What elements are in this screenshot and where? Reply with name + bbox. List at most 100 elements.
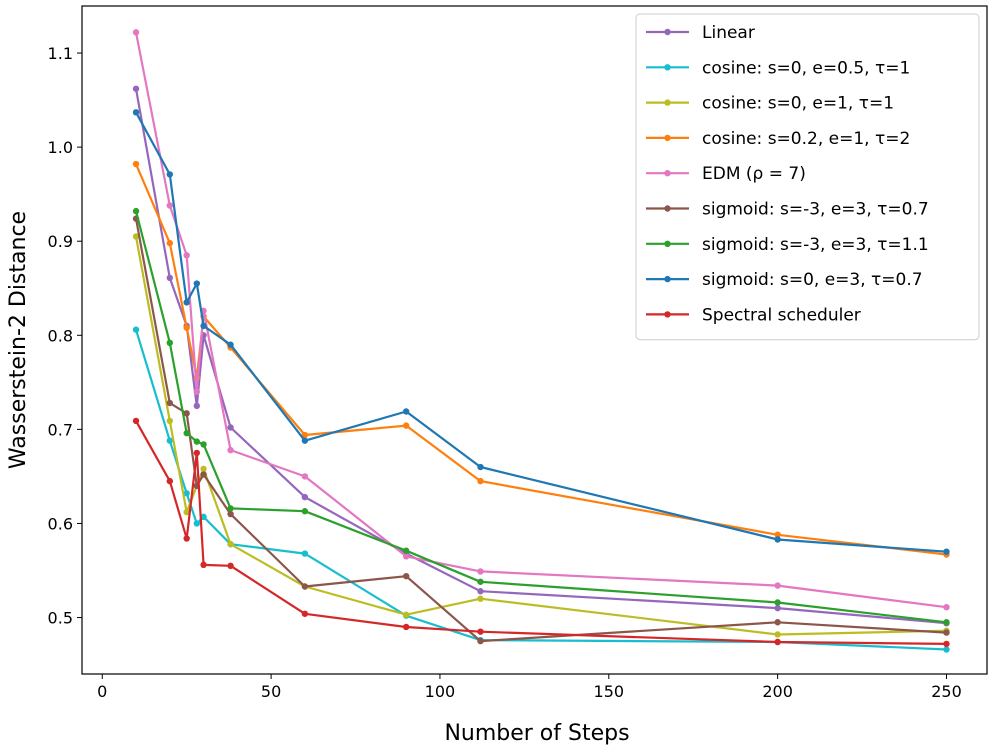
data-point: [183, 299, 190, 306]
data-point: [200, 441, 207, 448]
data-point: [774, 599, 781, 606]
data-point: [200, 561, 207, 569]
data-point: [132, 160, 140, 168]
data-point: [402, 572, 410, 580]
data-point: [477, 463, 484, 471]
data-point: [132, 109, 140, 116]
legend-item: cosine: s=0, e=0.5, τ=1: [646, 58, 910, 78]
data-point: [227, 540, 234, 548]
data-point: [477, 568, 484, 575]
legend-label: Linear: [702, 23, 755, 43]
y-tick-label: 1.0: [48, 138, 73, 157]
data-point: [943, 646, 950, 653]
data-point: [402, 422, 410, 429]
legend-swatch-marker: [664, 275, 671, 283]
axes-frame: [81, 5, 988, 675]
legend-label: cosine: s=0, e=1, τ=1: [702, 94, 894, 114]
data-point: [301, 437, 309, 444]
legend-label: EDM (ρ = 7): [702, 164, 806, 184]
data-point: [301, 550, 309, 557]
data-point: [166, 339, 173, 347]
legend-item: sigmoid: s=0, e=3, τ=0.7: [646, 270, 923, 290]
y-tick-label: 0.7: [48, 420, 73, 439]
data-point: [183, 324, 190, 331]
legend-swatch-marker: [664, 28, 671, 36]
data-point: [477, 595, 484, 602]
data-point: [183, 535, 190, 542]
data-point: [774, 638, 781, 646]
data-point: [774, 604, 781, 612]
data-point: [402, 408, 410, 415]
x-tick-label: 0: [97, 682, 107, 701]
data-point: [200, 465, 207, 473]
legend-label: cosine: s=0.2, e=1, τ=2: [702, 129, 910, 149]
data-point: [166, 202, 173, 209]
legend-label: sigmoid: s=0, e=3, τ=0.7: [702, 270, 923, 290]
data-point: [193, 388, 201, 395]
data-point: [193, 449, 201, 457]
data-point: [200, 513, 207, 521]
data-point: [183, 429, 190, 437]
data-point: [943, 548, 950, 555]
data-point: [227, 505, 234, 512]
data-point: [166, 417, 173, 425]
data-point: [402, 553, 410, 560]
legend-item: Linear: [646, 23, 755, 43]
data-point: [477, 477, 484, 485]
data-point: [774, 582, 781, 589]
data-point: [132, 85, 140, 92]
data-point: [301, 493, 309, 501]
data-point: [132, 326, 140, 333]
data-point: [477, 628, 484, 635]
x-tick-label: 150: [594, 682, 625, 701]
data-point: [183, 252, 190, 259]
data-point: [227, 510, 234, 518]
data-point: [774, 631, 781, 638]
data-point: [301, 610, 309, 617]
data-point: [193, 520, 201, 527]
legend-swatch-marker: [664, 170, 671, 177]
data-point: [774, 531, 781, 538]
legend-item: Spectral scheduler: [646, 305, 861, 325]
series-4: [132, 29, 950, 611]
data-point: [132, 29, 140, 36]
data-point: [166, 171, 173, 178]
data-point: [477, 637, 484, 645]
data-point: [200, 471, 207, 478]
series-8: [132, 417, 950, 648]
data-point: [402, 611, 410, 618]
y-axis: 0.5 0.6 0.7 0.8 0.9 1.0 1.1: [48, 44, 82, 628]
data-point: [943, 604, 950, 611]
data-point: [227, 562, 234, 570]
y-tick-label: 0.8: [48, 326, 73, 345]
legend-item: cosine: s=0.2, e=1, τ=2: [646, 129, 910, 149]
legend-swatch-marker: [664, 205, 671, 212]
data-point: [166, 239, 173, 247]
data-point: [774, 536, 781, 543]
data-point: [183, 508, 190, 516]
x-tick-label: 250: [931, 682, 962, 701]
data-point: [166, 437, 173, 444]
data-point: [193, 402, 201, 410]
data-point: [227, 446, 234, 454]
data-point: [943, 619, 950, 626]
y-axis-label: Wasserstein-2 Distance: [6, 211, 31, 469]
y-tick-label: 0.6: [48, 514, 73, 533]
legend-item: cosine: s=0, e=1, τ=1: [646, 94, 894, 114]
x-tick-label: 50: [261, 682, 281, 701]
legend-label: cosine: s=0, e=0.5, τ=1: [702, 58, 910, 78]
series-layer: [132, 29, 950, 653]
data-point: [193, 438, 201, 445]
data-point: [943, 629, 950, 636]
legend-swatch-marker: [664, 64, 671, 71]
x-tick-label: 200: [762, 682, 793, 701]
legend-label: sigmoid: s=-3, e=3, τ=0.7: [702, 200, 929, 220]
data-point: [227, 341, 234, 348]
data-point: [200, 322, 207, 330]
x-tick-label: 100: [425, 682, 456, 701]
data-point: [301, 508, 309, 515]
series-6: [132, 207, 950, 626]
data-point: [183, 490, 190, 497]
data-point: [183, 410, 190, 417]
data-point: [477, 588, 484, 595]
